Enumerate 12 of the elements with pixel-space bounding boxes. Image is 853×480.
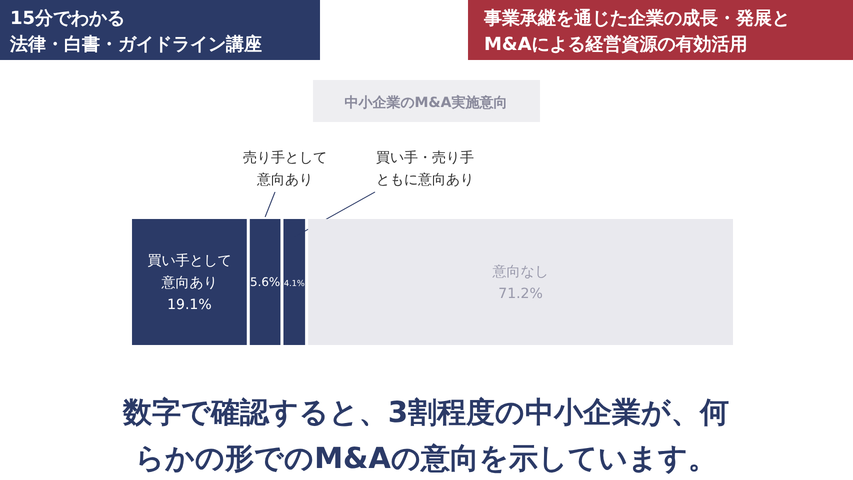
text: 数字で確認すると、3割程度の中小企業が、何らかの形でのM&Aの意向を示しています。: [122, 395, 730, 475]
text: 売り手として意向あり: [243, 150, 327, 188]
series-label: 意向なし: [492, 264, 549, 280]
data-label: 4.1%: [284, 278, 305, 288]
series-label: 買い手として意向あり: [147, 253, 232, 291]
chart-title: 中小企業のM&A実施意向: [344, 94, 508, 111]
text: 15分でわかる法律・白書・ガイドライン講座: [9, 8, 262, 55]
chart-subtitle: 事業承継を通じた企業の成長・発展とM&Aによる経営資源の有効活用: [483, 8, 790, 55]
text: 買い手・売り手ともに意向あり: [376, 150, 474, 188]
data-label: 5.6%: [250, 275, 280, 289]
data-label: 19.1%: [167, 297, 212, 313]
data-label: 71.2%: [498, 286, 543, 302]
